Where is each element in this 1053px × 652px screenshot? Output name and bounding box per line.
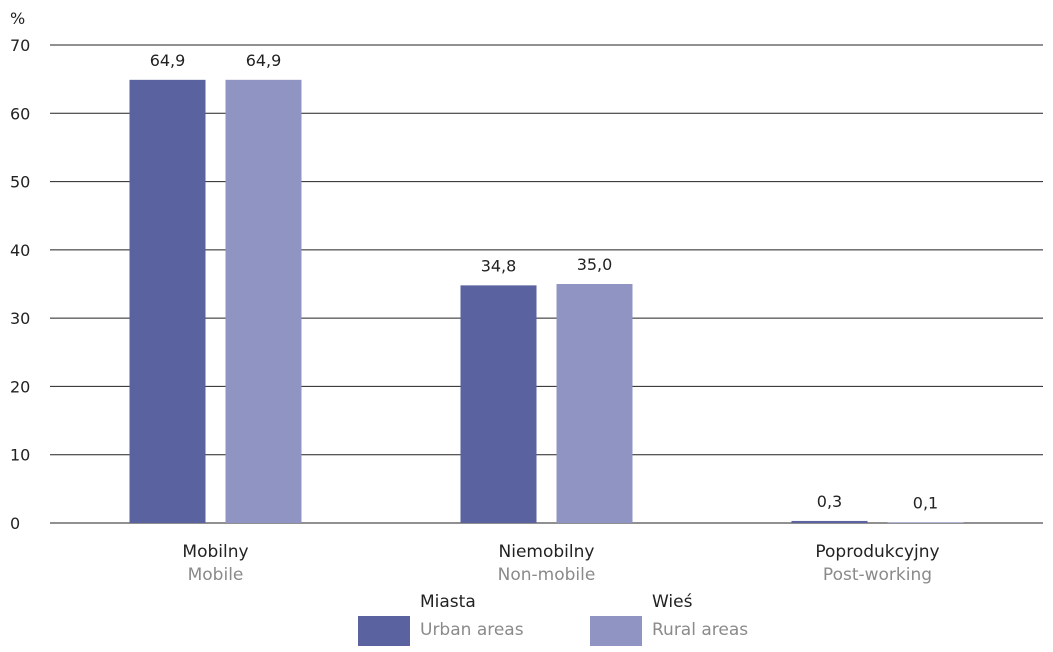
bar: [791, 520, 868, 523]
legend: Miasta Urban areas Wieś Rural areas: [0, 590, 1053, 650]
bar: [556, 284, 633, 523]
category-label-pl: Niemobilny: [499, 542, 595, 562]
data-label: 34,8: [481, 256, 517, 275]
data-label: 0,3: [817, 492, 842, 511]
y-tick-label: 50: [10, 173, 30, 192]
category-label-en: Post-working: [823, 565, 932, 585]
legend-swatch-urban: [358, 616, 410, 646]
y-tick-label: 70: [10, 36, 30, 55]
y-tick-label: 30: [10, 309, 30, 328]
legend-label-pl: Wieś: [652, 592, 693, 612]
legend-swatch-rural: [590, 616, 642, 646]
y-tick-label: 60: [10, 104, 30, 123]
data-label: 35,0: [577, 255, 613, 274]
legend-label-en: Rural areas: [652, 620, 749, 640]
category-label-en: Non-mobile: [498, 565, 596, 585]
y-tick-label: 10: [10, 446, 30, 465]
y-tick-label: 0: [10, 514, 20, 533]
bar: [129, 79, 206, 523]
y-tick-label: 40: [10, 241, 30, 260]
category-label-en: Mobile: [188, 565, 244, 585]
y-axis-ticks: 0 10 20 30 40 50 60 70: [10, 36, 30, 533]
data-label: 0,1: [913, 493, 938, 512]
legend-label-en: Urban areas: [420, 620, 524, 640]
data-label: 64,9: [150, 51, 186, 70]
bar: [460, 285, 537, 523]
category-label-pl: Mobilny: [182, 542, 248, 562]
bar: [887, 522, 964, 523]
legend-label-pl: Miasta: [420, 592, 476, 612]
bar-chart: 0 10 20 30 40 50 60 70 % 64,9 64,9 34,8 35,0 0,3 0,1…: [10, 9, 1043, 585]
y-axis-unit: %: [10, 9, 25, 28]
data-label: 64,9: [246, 51, 282, 70]
data-labels: 64,9 64,9 34,8 35,0 0,3 0,1: [150, 51, 939, 512]
y-tick-label: 20: [10, 377, 30, 396]
bars: [129, 79, 964, 523]
category-label-pl: Poprodukcyjny: [815, 542, 939, 562]
gridlines: [50, 44, 1043, 524]
bar: [225, 79, 302, 523]
category-labels: Mobilny Mobile Niemobilny Non-mobile Poprodu…: [182, 542, 939, 585]
